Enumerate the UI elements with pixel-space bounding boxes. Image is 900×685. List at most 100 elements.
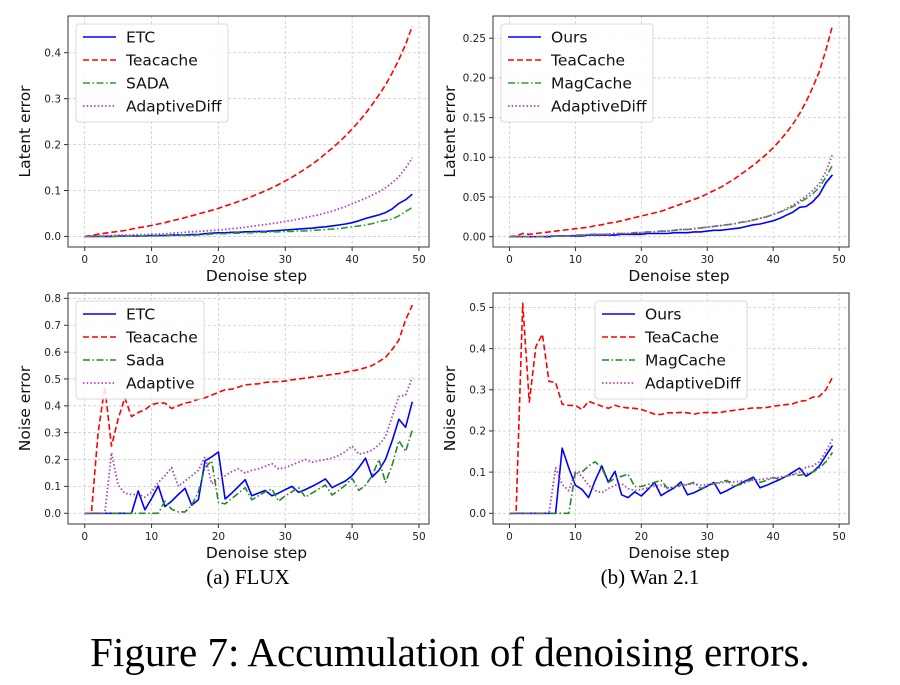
legend: ETC Teacache Sada Adaptive [75, 300, 205, 400]
x-tick-label: 50 [832, 531, 845, 543]
y-tick-label: 0.10 [463, 152, 486, 164]
chart-panel-wan-noise: 0 10 20 30 40 50 0.0 0.1 0.2 0.3 0.4 0.5 Denoise ste… [441, 292, 850, 562]
legend: Ours TeaCache MagCache AdaptiveDiff [594, 300, 748, 400]
series-line-teacache [84, 25, 414, 238]
legend-box [75, 300, 205, 400]
chart-panel-wan-latent: 0 10 20 30 40 50 0.00 0.05 0.10 0.15 0.20 0.25 Denoi… [441, 15, 850, 285]
legend-label-teacache: TeaCache [550, 52, 625, 70]
legend-label-adaptivediff: AdaptiveDiff [645, 375, 741, 393]
x-axis-label: Denoise step [206, 544, 307, 562]
legend-label-teacache: Teacache [125, 329, 198, 347]
y-tick-label: 0.0 [469, 508, 486, 520]
legend-label-etc: ETC [126, 29, 155, 47]
legend-label-etc: ETC [126, 306, 155, 324]
y-tick-label: 0.7 [44, 320, 61, 332]
legend-label-sada: Sada [126, 352, 165, 370]
y-axis-label: Noise error [441, 365, 459, 451]
x-tick-label: 20 [212, 254, 225, 266]
x-tick-label: 40 [345, 254, 358, 266]
series-line-adaptive [84, 377, 414, 515]
y-tick-label: 0.2 [469, 426, 486, 438]
series-line-adaptivediff [509, 438, 834, 515]
x-tick-label: 40 [345, 531, 358, 543]
x-axis-label: Denoise step [628, 544, 729, 562]
y-tick-label: 0.3 [469, 385, 486, 397]
series-line-teacache [509, 25, 834, 238]
axes-frame [492, 292, 850, 525]
x-tick-label: 10 [145, 254, 158, 266]
x-axis-label: Denoise step [628, 267, 729, 285]
x-tick-label: 40 [766, 531, 779, 543]
legend-label-sada: SADA [126, 75, 169, 93]
x-tick-label: 0 [506, 254, 513, 266]
x-tick-label: 20 [635, 531, 648, 543]
y-tick-label: 0.4 [469, 343, 486, 355]
y-tick-label: 0.2 [44, 139, 61, 151]
figure-caption: Figure 7: Accumulation of denoising erro… [90, 629, 810, 675]
legend: ETC Teacache SADA AdaptiveDiff [75, 23, 229, 123]
x-tick-label: 0 [506, 531, 513, 543]
series-line-etc [84, 193, 413, 238]
y-tick-label: 0.1 [469, 467, 486, 479]
legend: Ours TeaCache MagCache AdaptiveDiff [500, 23, 654, 123]
series-line-sada [84, 429, 414, 515]
series-line-etc [84, 401, 414, 515]
y-tick-label: 0.5 [44, 374, 61, 386]
series-line-magcache [509, 451, 834, 515]
legend-label-adaptive: Adaptive [126, 375, 195, 393]
y-axis-label: Noise error [16, 365, 34, 451]
y-tick-label: 0.3 [44, 427, 61, 439]
x-axis-label: Denoise step [206, 267, 307, 285]
y-tick-label: 0.1 [44, 185, 61, 197]
x-tick-label: 0 [81, 254, 88, 266]
series-line-ours [509, 174, 834, 238]
y-tick-label: 0.25 [463, 33, 486, 45]
legend-label-teacache: TeaCache [644, 329, 719, 347]
y-tick-label: 0.5 [469, 302, 486, 314]
axes-frame [492, 15, 850, 248]
x-tick-label: 20 [635, 254, 648, 266]
y-tick-label: 0.8 [44, 293, 61, 305]
x-tick-label: 50 [412, 254, 425, 266]
legend-label-adaptivediff: AdaptiveDiff [126, 98, 222, 116]
axes-frame [67, 292, 430, 525]
series-line-sada [84, 206, 413, 238]
legend-label-magcache: MagCache [551, 75, 632, 93]
x-tick-label: 30 [701, 531, 714, 543]
y-tick-label: 0.0 [44, 508, 61, 520]
y-tick-label: 0.6 [44, 347, 61, 359]
series-line-adaptivediff [84, 157, 414, 238]
axes-frame [67, 15, 430, 248]
y-tick-label: 0.4 [44, 401, 61, 413]
x-tick-label: 10 [569, 254, 582, 266]
legend-label-adaptivediff: AdaptiveDiff [551, 98, 647, 116]
legend-box [500, 23, 654, 123]
chart-panel-flux-latent: 0 10 20 30 40 50 0.0 0.1 0.2 0.3 0.4 Denoise step La… [16, 15, 430, 285]
y-axis-label: Latent error [441, 85, 459, 178]
subcaption-wan: (b) Wan 2.1 [600, 565, 700, 589]
x-tick-label: 10 [569, 531, 582, 543]
y-tick-label: 0.0 [44, 231, 61, 243]
legend-label-ours: Ours [645, 306, 681, 324]
x-tick-label: 30 [701, 254, 714, 266]
series-line-ours [509, 444, 834, 515]
y-tick-label: 0.1 [44, 481, 61, 493]
x-tick-label: 50 [412, 531, 425, 543]
legend-box [594, 300, 748, 400]
y-axis-label: Latent error [16, 85, 34, 178]
y-tick-label: 0.00 [463, 231, 486, 243]
x-tick-label: 30 [279, 254, 292, 266]
y-tick-label: 0.20 [463, 73, 486, 85]
series-line-teacache [84, 304, 414, 515]
y-tick-label: 0.2 [44, 454, 61, 466]
legend-label-ours: Ours [551, 29, 587, 47]
y-tick-label: 0.05 [463, 192, 486, 204]
series-line-adaptivediff [509, 153, 834, 238]
legend-label-magcache: MagCache [645, 352, 726, 370]
legend-box [75, 23, 229, 123]
series-line-teacache [509, 302, 834, 515]
y-tick-label: 0.3 [44, 93, 61, 105]
series-line-magcache [509, 164, 834, 238]
subcaption-flux: (a) FLUX [206, 565, 290, 589]
